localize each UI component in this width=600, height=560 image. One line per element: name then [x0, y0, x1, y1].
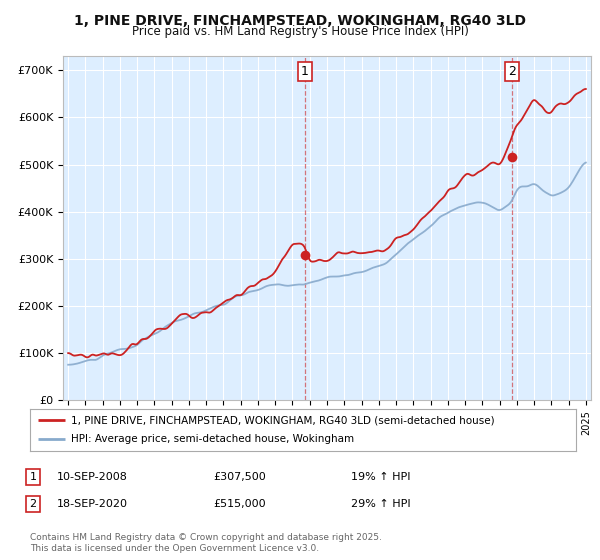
- Text: 2: 2: [29, 499, 37, 509]
- Text: 19% ↑ HPI: 19% ↑ HPI: [351, 472, 410, 482]
- Text: £515,000: £515,000: [213, 499, 266, 509]
- Text: 1: 1: [301, 65, 308, 78]
- Text: 1: 1: [29, 472, 37, 482]
- Text: HPI: Average price, semi-detached house, Wokingham: HPI: Average price, semi-detached house,…: [71, 435, 354, 445]
- Text: 1, PINE DRIVE, FINCHAMPSTEAD, WOKINGHAM, RG40 3LD (semi-detached house): 1, PINE DRIVE, FINCHAMPSTEAD, WOKINGHAM,…: [71, 415, 494, 425]
- Text: Contains HM Land Registry data © Crown copyright and database right 2025.
This d: Contains HM Land Registry data © Crown c…: [30, 533, 382, 553]
- Text: 1, PINE DRIVE, FINCHAMPSTEAD, WOKINGHAM, RG40 3LD: 1, PINE DRIVE, FINCHAMPSTEAD, WOKINGHAM,…: [74, 14, 526, 28]
- Text: 10-SEP-2008: 10-SEP-2008: [57, 472, 128, 482]
- Text: Price paid vs. HM Land Registry's House Price Index (HPI): Price paid vs. HM Land Registry's House …: [131, 25, 469, 38]
- Text: 29% ↑ HPI: 29% ↑ HPI: [351, 499, 410, 509]
- Text: £307,500: £307,500: [213, 472, 266, 482]
- Text: 18-SEP-2020: 18-SEP-2020: [57, 499, 128, 509]
- Text: 2: 2: [508, 65, 515, 78]
